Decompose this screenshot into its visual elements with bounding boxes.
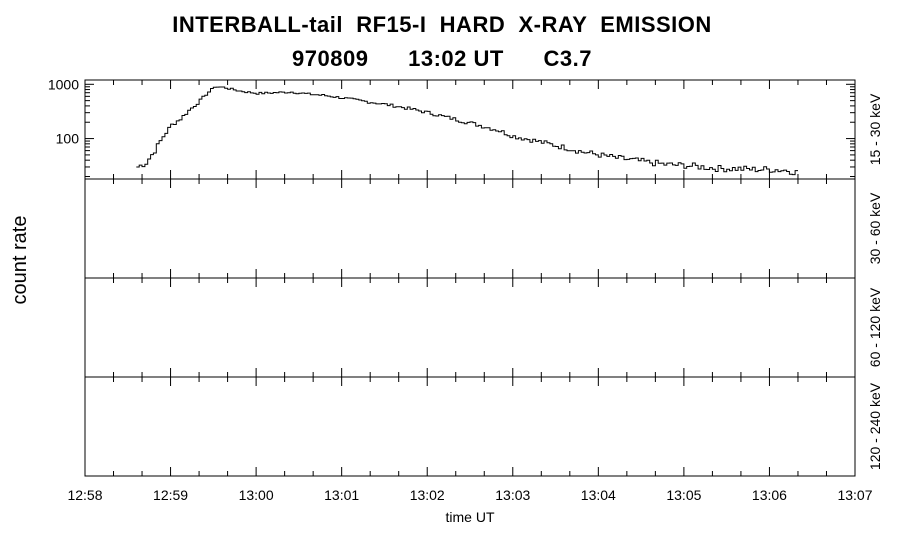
y-tick-label: 1000 [48, 76, 79, 92]
x-axis-label: time UT [446, 509, 495, 525]
band-label: 15 - 30 keV [867, 93, 883, 165]
panel-3: 60 - 120 keV [84, 277, 883, 378]
panel-frame [84, 178, 856, 279]
x-tick-label: 13:07 [837, 487, 872, 503]
band-label: 30 - 60 keV [867, 192, 883, 264]
panel-frame [84, 277, 856, 378]
x-tick-label: 13:00 [239, 487, 274, 503]
y-axis-label: count rate [9, 216, 31, 305]
band-label: 120 - 240 keV [867, 382, 883, 470]
x-tick-label: 13:03 [495, 487, 530, 503]
x-tick-label: 12:59 [153, 487, 188, 503]
panel-4: 120 - 240 keV [84, 376, 883, 477]
x-tick-label: 13:06 [752, 487, 787, 503]
panel-frame [84, 79, 856, 180]
x-tick-label: 13:04 [581, 487, 616, 503]
x-tick-label: 12:58 [67, 487, 102, 503]
panel-2: 30 - 60 keV [84, 178, 883, 279]
panel-frame [84, 376, 856, 477]
series-line-15-30kev [136, 86, 798, 176]
band-label: 60 - 120 keV [867, 287, 883, 367]
x-tick-label: 13:02 [410, 487, 445, 503]
x-tick-label: 13:01 [324, 487, 359, 503]
panel-1: 15 - 30 keV 1000 100 [48, 76, 883, 180]
x-tick-label: 13:05 [666, 487, 701, 503]
chart-title: INTERBALL-tail RF15-I HARD X-RAY EMISSIO… [172, 12, 712, 37]
y-tick-label: 100 [56, 131, 80, 147]
chart-subtitle: 970809 13:02 UT C3.7 [292, 46, 592, 71]
